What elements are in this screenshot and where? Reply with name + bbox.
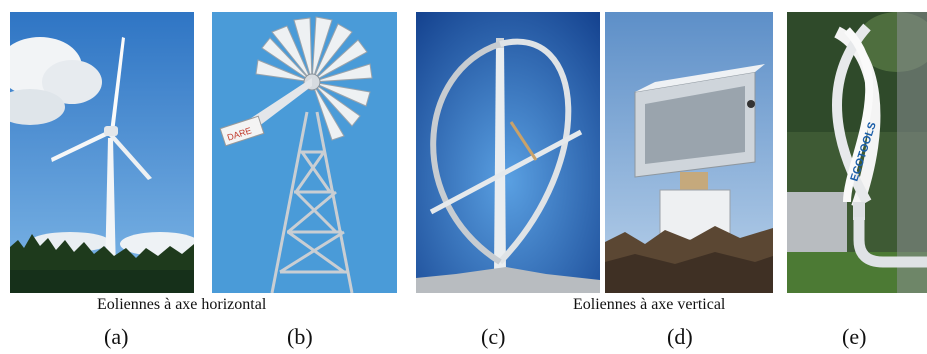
photo-box-vertical-turbine — [605, 12, 773, 293]
label-b: (b) — [287, 324, 313, 349]
label-a: (a) — [104, 324, 129, 349]
caption-vertical-axis: Eoliennes à axe vertical — [573, 296, 726, 313]
photo-darrieus-turbine — [416, 12, 600, 293]
label-c: (c) — [481, 324, 506, 349]
photo-multiblade-windmill: DARE — [212, 12, 397, 293]
caption-horizontal-axis: Eoliennes à axe horizontal — [97, 296, 267, 313]
photo-horizontal-turbine — [10, 12, 194, 293]
photo-helical-turbine: ECOTOOLS — [787, 12, 927, 293]
label-e: (e) — [842, 324, 867, 349]
label-d: (d) — [667, 324, 693, 349]
